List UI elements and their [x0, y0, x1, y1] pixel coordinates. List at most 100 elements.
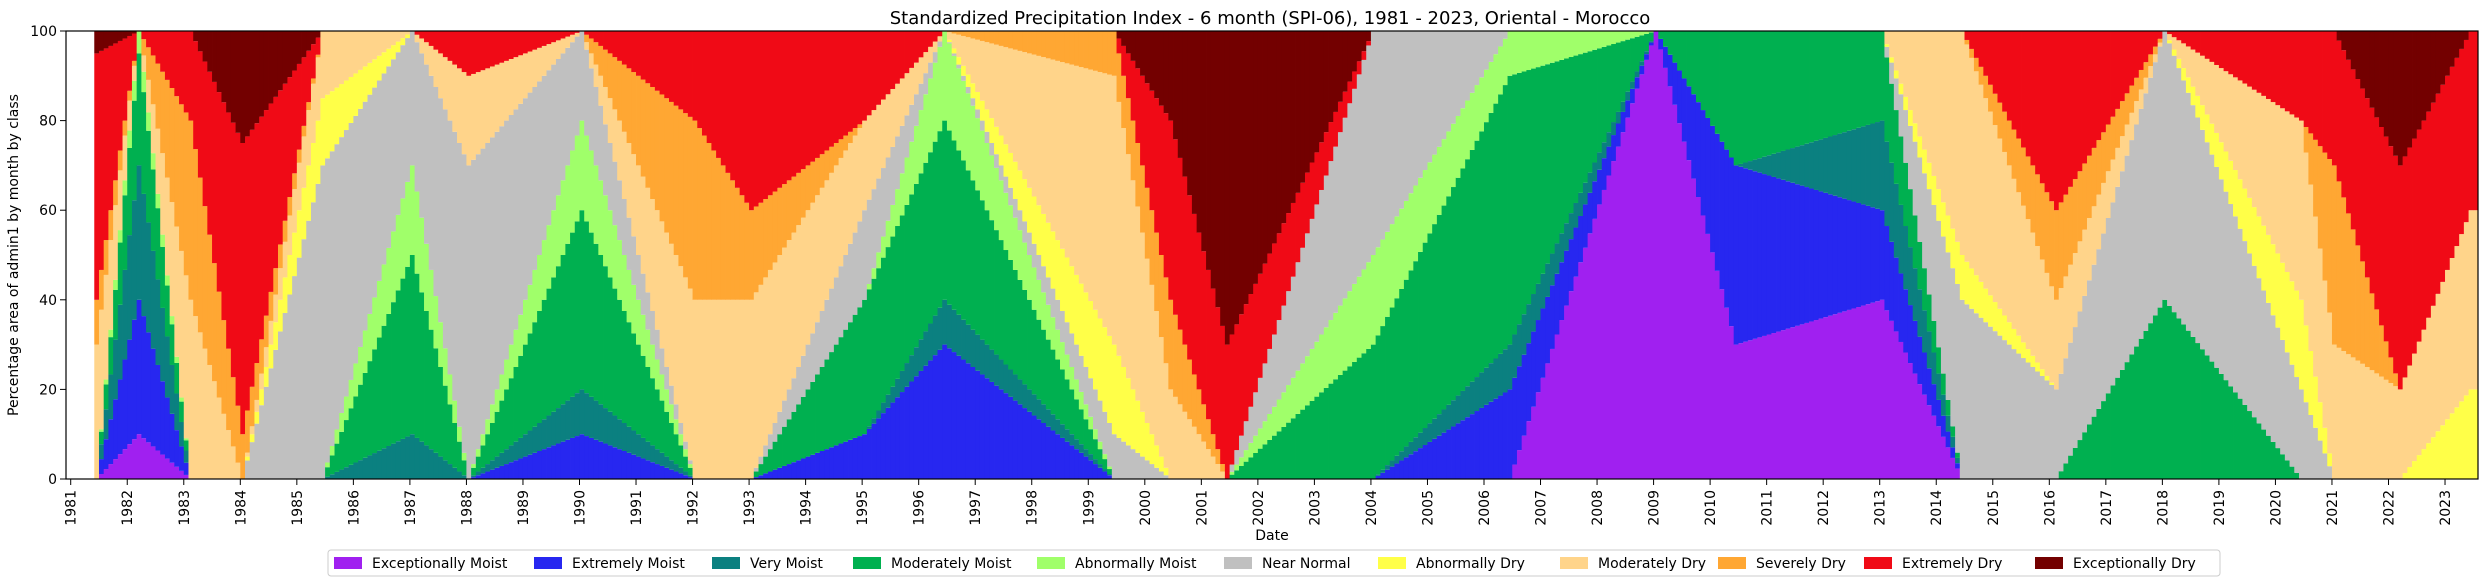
- bar-segment: [301, 125, 307, 137]
- bar-segment: [1502, 38, 1508, 86]
- bar-segment: [2270, 441, 2276, 479]
- bar-segment: [937, 46, 943, 132]
- bar-segment: [1648, 32, 1654, 42]
- bar-segment: [701, 31, 708, 136]
- bar-segment: [1512, 377, 1518, 465]
- bar-segment: [1027, 31, 1033, 54]
- bar-segment: [386, 48, 392, 67]
- bar-segment: [720, 299, 726, 479]
- bar-segment: [2072, 447, 2078, 479]
- x-tick-label: 1993: [742, 490, 758, 526]
- bar-segment: [1022, 52, 1028, 180]
- x-tick-label: 1986: [346, 490, 362, 526]
- bar-segment: [358, 108, 364, 347]
- bar-segment: [117, 454, 123, 479]
- bar-segment: [1135, 31, 1141, 69]
- bar-segment: [353, 462, 359, 479]
- bar-segment: [296, 149, 302, 163]
- bar-segment: [1304, 405, 1311, 479]
- bar-segment: [2445, 269, 2451, 420]
- bar-segment: [1107, 74, 1113, 336]
- bar-segment: [2233, 77, 2239, 171]
- bar-segment: [560, 404, 566, 442]
- bar-segment: [424, 311, 430, 446]
- bar-segment: [1752, 171, 1758, 339]
- bar-segment: [2346, 31, 2352, 60]
- bar-segment: [1201, 404, 1207, 442]
- bar-segment: [174, 393, 180, 431]
- bar-segment: [532, 452, 538, 479]
- bar-segment: [824, 180, 830, 300]
- bar-segment: [1893, 257, 1899, 332]
- bar-segment: [626, 31, 632, 69]
- bar-segment: [928, 323, 934, 361]
- bar-segment: [1907, 189, 1914, 248]
- bar-segment: [127, 100, 133, 131]
- bar-segment: [636, 75, 642, 166]
- bar-segment: [1507, 75, 1513, 345]
- bar-segment: [1347, 103, 1353, 292]
- bar-segment: [1780, 179, 1786, 331]
- bar-segment: [1950, 268, 1956, 427]
- bar-segment: [2280, 454, 2286, 479]
- bar-segment: [249, 426, 255, 435]
- bar-segment: [1592, 218, 1598, 479]
- bar-segment: [1361, 59, 1367, 270]
- bar-segment: [1027, 232, 1033, 255]
- bar-segment: [1969, 268, 1975, 309]
- bar-segment: [461, 31, 467, 73]
- bar-segment: [565, 31, 571, 37]
- bar-segment: [263, 110, 269, 316]
- bar-segment: [160, 381, 166, 455]
- bar-segment: [800, 169, 807, 218]
- bar-segment: [348, 464, 354, 479]
- bar-segment: [1969, 308, 1975, 479]
- bar-segment: [461, 460, 467, 476]
- bar-segment: [339, 84, 345, 138]
- bar-segment: [1253, 452, 1259, 479]
- bar-segment: [513, 57, 519, 110]
- bar-segment: [532, 269, 538, 323]
- bar-segment: [1041, 329, 1047, 405]
- bar-segment: [2016, 138, 2022, 193]
- bar-segment: [2157, 307, 2163, 479]
- bar-segment: [1945, 252, 1951, 400]
- bar-segment: [1545, 263, 1551, 297]
- bar-segment: [471, 73, 477, 160]
- bar-segment: [2430, 31, 2436, 103]
- bar-segment: [1022, 408, 1028, 479]
- bar-segment: [1380, 239, 1386, 327]
- bar-segment: [1568, 31, 1574, 58]
- bar-segment: [1724, 307, 1730, 479]
- bar-segment: [169, 324, 175, 365]
- bar-segment: [1964, 31, 1970, 40]
- legend-label: Abnormally Dry: [1416, 556, 1525, 572]
- bar-segment: [946, 42, 953, 44]
- bar-segment: [1545, 31, 1551, 65]
- bar-segment: [1196, 31, 1202, 233]
- bar-segment: [612, 31, 618, 58]
- bar-segment: [961, 359, 967, 479]
- bar-segment: [310, 143, 317, 203]
- bar-segment: [2284, 460, 2290, 479]
- bar-segment: [113, 180, 119, 206]
- bar-segment: [1074, 449, 1080, 479]
- bar-segment: [1446, 196, 1452, 405]
- bar-segment: [913, 376, 920, 479]
- bar-segment: [2313, 216, 2319, 377]
- bar-segment: [1738, 31, 1744, 164]
- bar-segment: [306, 102, 312, 111]
- bar-segment: [848, 31, 854, 132]
- bar-segment: [942, 120, 948, 300]
- bar-segment: [2068, 455, 2074, 479]
- bar-segment: [2082, 295, 2088, 433]
- bar-segment: [1973, 31, 1980, 58]
- bar-segment: [471, 159, 477, 465]
- x-tick-label: 2000: [1138, 490, 1154, 526]
- bar-segment: [1380, 469, 1386, 473]
- bar-segment: [131, 60, 138, 66]
- bar-segment: [975, 91, 981, 110]
- bar-segment: [1832, 31, 1838, 136]
- bar-segment: [1940, 373, 1947, 395]
- bar-segment: [579, 389, 585, 435]
